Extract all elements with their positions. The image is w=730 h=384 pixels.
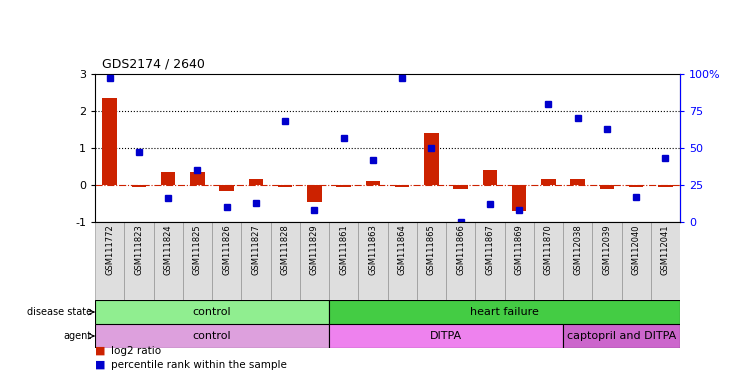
Text: control: control (193, 307, 231, 317)
Text: GSM112039: GSM112039 (602, 224, 612, 275)
Bar (161, 172, 175, 185)
Text: ■: ■ (95, 360, 109, 370)
Text: log2 ratio: log2 ratio (111, 346, 161, 356)
Bar (329, 324, 563, 348)
Text: GSM111829: GSM111829 (310, 224, 319, 275)
Bar (395, 185, 410, 187)
Bar (592, 222, 621, 300)
Text: DITPA: DITPA (430, 331, 462, 341)
Bar (563, 222, 592, 300)
Bar (512, 185, 526, 211)
Bar (534, 222, 563, 300)
Text: percentile rank within the sample: percentile rank within the sample (111, 360, 287, 370)
Text: GSM111865: GSM111865 (427, 224, 436, 275)
Bar (278, 185, 293, 187)
Bar (241, 222, 271, 300)
Bar (621, 222, 650, 300)
Text: heart failure: heart failure (470, 307, 539, 317)
Text: disease state: disease state (27, 307, 92, 317)
Bar (219, 185, 234, 190)
Text: GSM111825: GSM111825 (193, 224, 202, 275)
Bar (212, 222, 241, 300)
Bar (453, 185, 468, 189)
Text: GSM111827: GSM111827 (251, 224, 261, 275)
Bar (248, 179, 264, 185)
Bar (124, 222, 153, 300)
Bar (417, 222, 446, 300)
Bar (329, 300, 680, 324)
Bar (329, 222, 358, 300)
Bar (153, 222, 182, 300)
Text: GSM111869: GSM111869 (515, 224, 523, 275)
Text: GSM111826: GSM111826 (222, 224, 231, 275)
Bar (95, 324, 329, 348)
Bar (182, 222, 212, 300)
Bar (95, 300, 329, 324)
Text: GSM111824: GSM111824 (164, 224, 172, 275)
Bar (504, 222, 534, 300)
Bar (358, 222, 388, 300)
Bar (650, 222, 680, 300)
Text: GSM112041: GSM112041 (661, 224, 670, 275)
Text: ■: ■ (95, 346, 109, 356)
Bar (95, 222, 124, 300)
Bar (599, 185, 614, 189)
Bar (658, 185, 672, 187)
Bar (102, 98, 117, 185)
Text: control: control (193, 331, 231, 341)
Bar (424, 133, 439, 185)
Text: GSM112040: GSM112040 (631, 224, 641, 275)
Bar (446, 222, 475, 300)
Text: GDS2174 / 2640: GDS2174 / 2640 (102, 57, 205, 70)
Bar (629, 185, 643, 187)
Bar (483, 170, 497, 185)
Text: GSM111823: GSM111823 (134, 224, 143, 275)
Text: GSM112038: GSM112038 (573, 224, 582, 275)
Bar (337, 185, 351, 187)
Bar (300, 222, 329, 300)
Text: GSM111866: GSM111866 (456, 224, 465, 275)
Bar (541, 179, 556, 185)
Text: GSM111870: GSM111870 (544, 224, 553, 275)
Bar (271, 222, 300, 300)
Bar (475, 222, 504, 300)
Text: agent: agent (64, 331, 92, 341)
Text: GSM111772: GSM111772 (105, 224, 114, 275)
Bar (307, 185, 322, 202)
Text: GSM111867: GSM111867 (485, 224, 494, 275)
Bar (366, 180, 380, 185)
Text: GSM111828: GSM111828 (280, 224, 290, 275)
Text: GSM111861: GSM111861 (339, 224, 348, 275)
Text: GSM111864: GSM111864 (398, 224, 407, 275)
Bar (388, 222, 417, 300)
Bar (563, 324, 680, 348)
Bar (131, 185, 146, 187)
Text: captopril and DITPA: captopril and DITPA (567, 331, 676, 341)
Bar (190, 172, 204, 185)
Text: GSM111863: GSM111863 (369, 224, 377, 275)
Bar (570, 179, 585, 185)
